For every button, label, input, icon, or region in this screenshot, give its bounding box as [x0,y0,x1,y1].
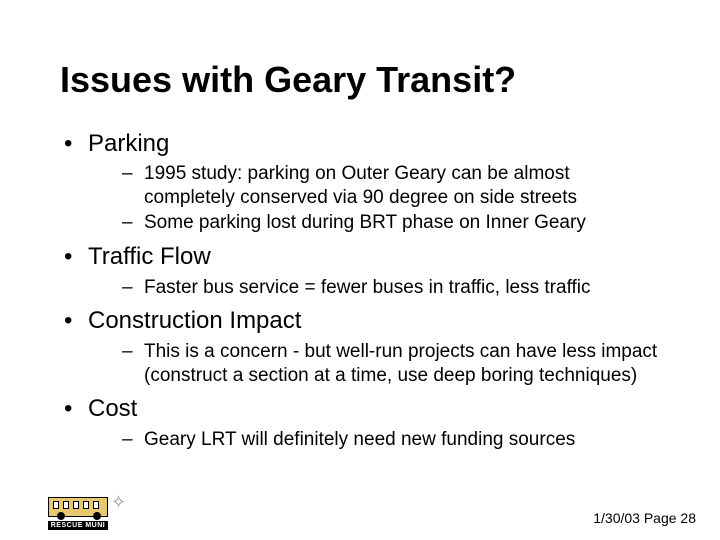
person-icon: ✧ [111,492,126,513]
sub-list-parking: 1995 study: parking on Outer Geary can b… [88,162,660,235]
footer-date-page: 1/30/03 Page 28 [593,510,696,526]
bullet-construction: Construction Impact This is a concern - … [60,305,660,387]
sub-list-traffic: Faster bus service = fewer buses in traf… [88,276,660,300]
sub-bullet: Geary LRT will definitely need new fundi… [122,428,660,452]
bullet-cost: Cost Geary LRT will definitely need new … [60,393,660,451]
sub-bullet: 1995 study: parking on Outer Geary can b… [122,162,660,210]
bullet-label: Parking [88,130,169,157]
bullet-list: Parking 1995 study: parking on Outer Gea… [60,128,660,452]
bullet-label: Traffic Flow [88,243,211,270]
sub-list-construction: This is a concern - but well-run project… [88,340,660,388]
rescue-muni-logo: ✧ RESCUE MUNI [48,497,134,530]
slide-title: Issues with Geary Transit? [60,60,660,100]
sub-bullet: This is a concern - but well-run project… [122,340,660,388]
bullet-parking: Parking 1995 study: parking on Outer Gea… [60,128,660,236]
sub-list-cost: Geary LRT will definitely need new fundi… [88,428,660,452]
sub-bullet: Some parking lost during BRT phase on In… [122,211,660,235]
slide: Issues with Geary Transit? Parking 1995 … [0,0,720,540]
bullet-label: Cost [88,395,137,422]
bus-icon: ✧ [48,497,108,517]
bullet-traffic-flow: Traffic Flow Faster bus service = fewer … [60,241,660,299]
sub-bullet: Faster bus service = fewer buses in traf… [122,276,660,300]
logo-label: RESCUE MUNI [48,521,108,530]
bullet-label: Construction Impact [88,307,301,334]
